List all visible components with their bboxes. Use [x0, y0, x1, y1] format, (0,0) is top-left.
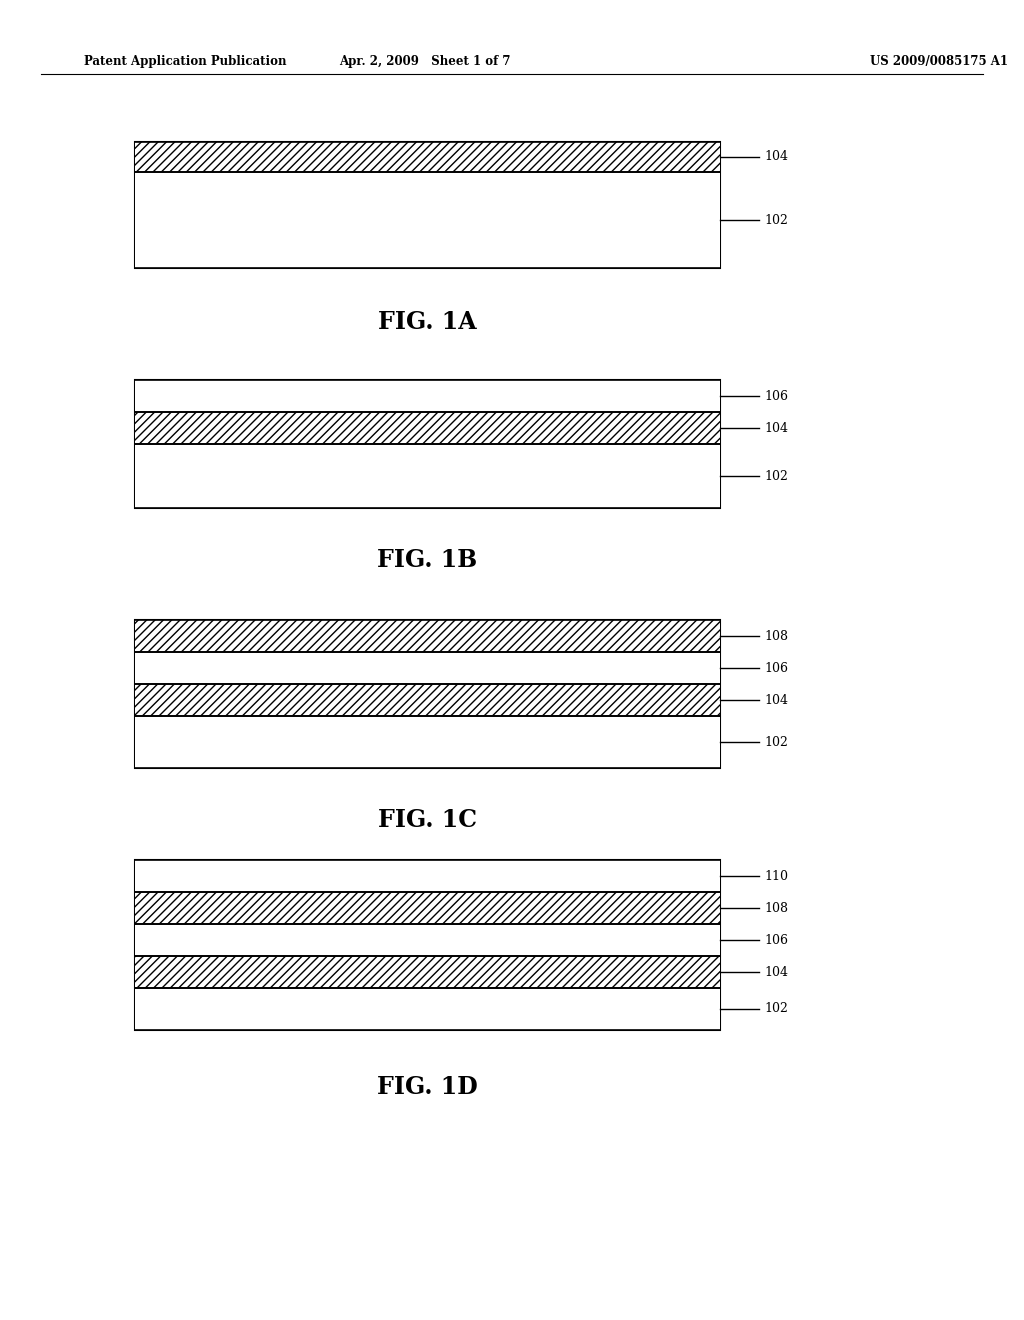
- Text: 104: 104: [764, 693, 788, 706]
- Bar: [135, 956, 720, 987]
- Text: 110: 110: [764, 870, 788, 883]
- Text: 102: 102: [764, 735, 787, 748]
- Bar: [135, 924, 720, 956]
- Text: FIG. 1C: FIG. 1C: [378, 808, 477, 832]
- Bar: [135, 987, 720, 1030]
- Text: 104: 104: [764, 150, 788, 164]
- Text: FIG. 1A: FIG. 1A: [378, 310, 477, 334]
- Bar: [135, 172, 720, 268]
- Text: US 2009/0085175 A1: US 2009/0085175 A1: [870, 55, 1009, 69]
- Text: 104: 104: [764, 965, 788, 978]
- Text: 102: 102: [764, 1002, 787, 1015]
- Text: 104: 104: [764, 421, 788, 434]
- Bar: [135, 380, 720, 508]
- Bar: [135, 861, 720, 1030]
- Bar: [135, 143, 720, 268]
- Bar: [135, 892, 720, 924]
- Text: 108: 108: [764, 902, 788, 915]
- Text: FIG. 1B: FIG. 1B: [378, 548, 477, 572]
- Text: 106: 106: [764, 933, 788, 946]
- Text: 102: 102: [764, 470, 787, 483]
- Text: 108: 108: [764, 630, 788, 643]
- Text: FIG. 1D: FIG. 1D: [377, 1074, 478, 1100]
- Bar: [135, 380, 720, 412]
- Text: Patent Application Publication: Patent Application Publication: [84, 55, 287, 69]
- Bar: [135, 412, 720, 444]
- Bar: [135, 715, 720, 768]
- Text: Apr. 2, 2009   Sheet 1 of 7: Apr. 2, 2009 Sheet 1 of 7: [339, 55, 511, 69]
- Bar: [135, 620, 720, 652]
- Text: 106: 106: [764, 661, 788, 675]
- Bar: [135, 143, 720, 172]
- Bar: [135, 652, 720, 684]
- Bar: [135, 684, 720, 715]
- Bar: [135, 620, 720, 768]
- Bar: [135, 861, 720, 892]
- Text: 106: 106: [764, 389, 788, 403]
- Bar: [135, 444, 720, 508]
- Text: 102: 102: [764, 214, 787, 227]
